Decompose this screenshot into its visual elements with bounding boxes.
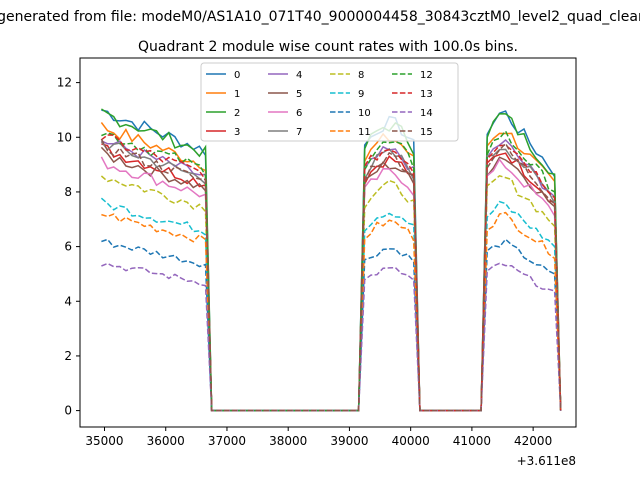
legend-label-13: 13 — [420, 89, 433, 100]
x-axis: 35000 36000 37000 38000 39000 40000 41000 42000 — [85, 427, 552, 448]
legend-label-2: 2 — [234, 108, 240, 119]
x-offset-label: +3.611e8 — [517, 454, 576, 468]
series-line-8 — [100, 174, 562, 412]
y-tick-label: 12 — [57, 76, 72, 90]
y-tick-label: 10 — [57, 130, 72, 144]
series-line-14 — [101, 262, 562, 412]
legend-box — [200, 62, 459, 142]
legend-label-3: 3 — [234, 127, 240, 138]
series-line-10 — [101, 238, 562, 412]
plot-area: 35000 36000 37000 38000 39000 40000 41000 42000… — [57, 57, 577, 468]
legend-label-6: 6 — [296, 108, 302, 119]
legend-label-1: 1 — [234, 89, 240, 100]
y-tick-label: 4 — [64, 294, 72, 308]
x-tick-label: 36000 — [147, 434, 185, 448]
legend-label-5: 5 — [296, 89, 302, 100]
figure-suptitle: Plot generated from file: modeM0/AS1A10_… — [0, 9, 640, 25]
series-layer — [100, 108, 562, 412]
legend-label-9: 9 — [358, 89, 364, 100]
axes-frame — [79, 57, 577, 428]
series-line-15 — [100, 138, 562, 412]
legend-label-0: 0 — [234, 70, 240, 81]
series-line-12 — [101, 129, 562, 412]
chart-title: Quadrant 2 module wise count rates with … — [138, 39, 518, 55]
series-line-6 — [100, 156, 562, 412]
legend-label-12: 12 — [420, 70, 433, 81]
y-tick-label: 8 — [64, 185, 72, 199]
x-tick-label: 40000 — [392, 434, 430, 448]
x-tick-label: 42000 — [514, 434, 552, 448]
x-tick-label: 37000 — [208, 434, 246, 448]
legend-label-15: 15 — [420, 127, 433, 138]
y-axis: 0 2 4 6 8 10 12 — [57, 76, 80, 418]
x-tick-label: 38000 — [269, 434, 307, 448]
y-tick-label: 2 — [64, 349, 72, 363]
legend-label-8: 8 — [358, 70, 364, 81]
legend-label-11: 11 — [358, 127, 371, 138]
x-tick-label: 41000 — [453, 434, 491, 448]
series-line-13 — [100, 134, 562, 412]
legend-label-10: 10 — [358, 108, 371, 119]
legend-label-14: 14 — [420, 108, 433, 119]
legend-label-4: 4 — [296, 70, 302, 81]
y-tick-label: 6 — [64, 240, 72, 254]
x-tick-label: 39000 — [330, 434, 368, 448]
series-line-11 — [101, 211, 562, 412]
legend-label-7: 7 — [296, 127, 302, 138]
y-tick-label: 0 — [64, 404, 72, 418]
series-line-9 — [100, 197, 562, 412]
x-tick-label: 35000 — [85, 434, 123, 448]
